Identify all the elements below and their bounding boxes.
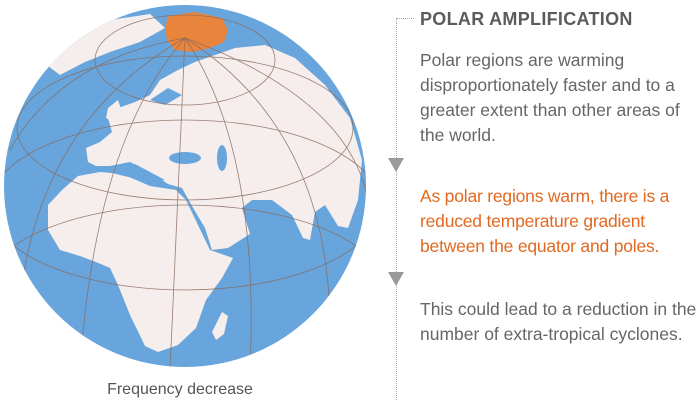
africa-landmass	[48, 172, 233, 352]
graticule	[4, 14, 366, 367]
caspian-sea	[217, 145, 227, 171]
step-2-text-highlight: As polar regions warm, there is a reduce…	[420, 186, 670, 256]
globe-caption: Frequency decrease	[107, 381, 253, 398]
down-arrow-icon	[388, 158, 404, 172]
panel-title: POLAR AMPLIFICATION	[420, 9, 633, 29]
title-connector	[396, 18, 414, 19]
black-sea	[169, 152, 201, 164]
arctic-polar-cap	[165, 12, 228, 52]
greenland-landmass	[40, 14, 165, 75]
mediterranean-sea	[95, 164, 165, 182]
flow-dotted-line	[396, 18, 397, 400]
globe-illustration	[4, 5, 366, 367]
step-1-text: Polar regions are warming disproportiona…	[420, 50, 680, 145]
madagascar	[212, 312, 228, 340]
down-arrow-icon	[388, 272, 404, 286]
baltic-sea	[150, 88, 182, 105]
step-3-text: This could lead to a reduction in the nu…	[420, 299, 697, 344]
uk-landmass	[106, 100, 122, 122]
